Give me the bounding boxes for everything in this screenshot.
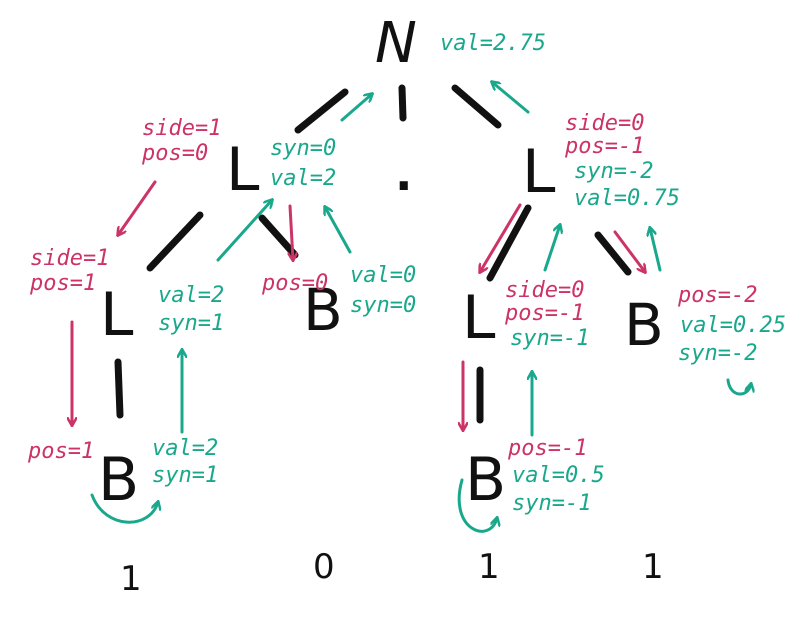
right-B-bottom-syn-label: syn=-1: [512, 491, 591, 516]
arrow-side-pos-to-leftL2: [118, 180, 157, 235]
right-L-node: L: [522, 137, 556, 207]
edge-leftL-leftL2: [146, 211, 204, 272]
right-L2-side-label: side=0: [505, 278, 584, 303]
leaf-digit-3: 1: [478, 547, 500, 587]
left-B-mid-syn-label: syn=0: [350, 293, 416, 318]
arrow-rightL-to-root: [492, 82, 530, 114]
left-B-bottom-val-label: val=2: [152, 436, 218, 461]
left-B-bottom-pos-label: pos=1: [27, 439, 94, 464]
inherited-arrows: [72, 180, 645, 430]
right-B-mid-pos-label: pos=-2: [677, 283, 757, 308]
left-B-mid-pos-label: pos=0: [261, 271, 328, 296]
right-L-val-label: val=0.75: [574, 186, 680, 211]
right-B-bottom-val-label: val=0.5: [512, 463, 605, 488]
edge-root-rightL: [451, 84, 502, 129]
left-L-val-label: val=2: [270, 166, 336, 191]
leaf-digit-2: 0: [313, 547, 335, 587]
left-B-bottom-node: B: [98, 445, 139, 515]
arrow-rightBmid-self: [726, 378, 751, 396]
right-L2-node: L: [462, 283, 496, 353]
right-B-bottom-node: B: [465, 445, 506, 515]
left-L2-node: L: [100, 280, 134, 350]
right-L2-pos-label: pos=-1: [504, 301, 584, 326]
left-L-pos-label: pos=0: [141, 141, 208, 166]
arrow-leaf-to-rightBbottom: [457, 478, 497, 533]
arrow-side-pos-to-rightL2: [480, 203, 522, 272]
left-B-mid-node: B: [303, 276, 343, 344]
left-L-side-label: side=1: [142, 116, 221, 141]
right-L-pos-label: pos=-1: [564, 134, 644, 159]
tree-edges: [114, 84, 632, 424]
edge-rightL-rightBmid: [594, 231, 632, 276]
left-B-mid-val-label: val=0: [350, 263, 416, 288]
left-L2-val-label: val=2: [158, 283, 224, 308]
right-L-syn-label: syn=-2: [574, 159, 653, 184]
arrow-pos-to-rightBmid: [613, 230, 645, 272]
root-val-label: val=2.75: [440, 31, 546, 56]
left-L-syn-label: syn=0: [270, 136, 336, 161]
right-B-mid-node: B: [624, 291, 664, 359]
edge-leftL2-leftBbottom: [114, 358, 124, 419]
edge-root-leftL: [294, 88, 349, 134]
binary-point: .: [395, 147, 412, 201]
leaf-digit-1: 1: [120, 559, 142, 599]
right-L2-syn-label: syn=-1: [510, 326, 589, 351]
arrow-rightBmid-to-rightL: [650, 228, 662, 272]
arrow-leftBmid-to-leftL: [325, 207, 352, 254]
edge-leftL-leftBmid: [258, 214, 299, 259]
right-B-bottom-pos-label: pos=-1: [507, 436, 587, 461]
right-L-side-label: side=0: [565, 111, 644, 136]
synthesized-arrows: [90, 82, 751, 533]
left-L-node: L: [226, 135, 260, 205]
left-L2-side-label: side=1: [30, 246, 109, 271]
arrow-rightL2-to-rightL: [543, 225, 560, 272]
leaf-digit-4: 1: [642, 547, 664, 587]
edge-root-dot: [398, 84, 407, 122]
left-L2-pos-label: pos=1: [29, 271, 96, 296]
root-node-N: N: [375, 11, 417, 76]
edge-rightL-rightL2: [486, 204, 532, 282]
arrow-leaf-to-leftBbottom: [90, 493, 158, 524]
left-L2-syn-label: syn=1: [158, 311, 224, 336]
arrow-pos-to-leftBmid: [290, 204, 293, 260]
right-B-mid-val-label: val=0.25: [680, 313, 786, 338]
arrow-leftL-to-root: [340, 94, 372, 122]
arrow-leftL2-to-leftL: [216, 200, 272, 262]
right-B-mid-syn-label: syn=-2: [678, 341, 757, 366]
left-B-bottom-syn-label: syn=1: [152, 463, 218, 488]
